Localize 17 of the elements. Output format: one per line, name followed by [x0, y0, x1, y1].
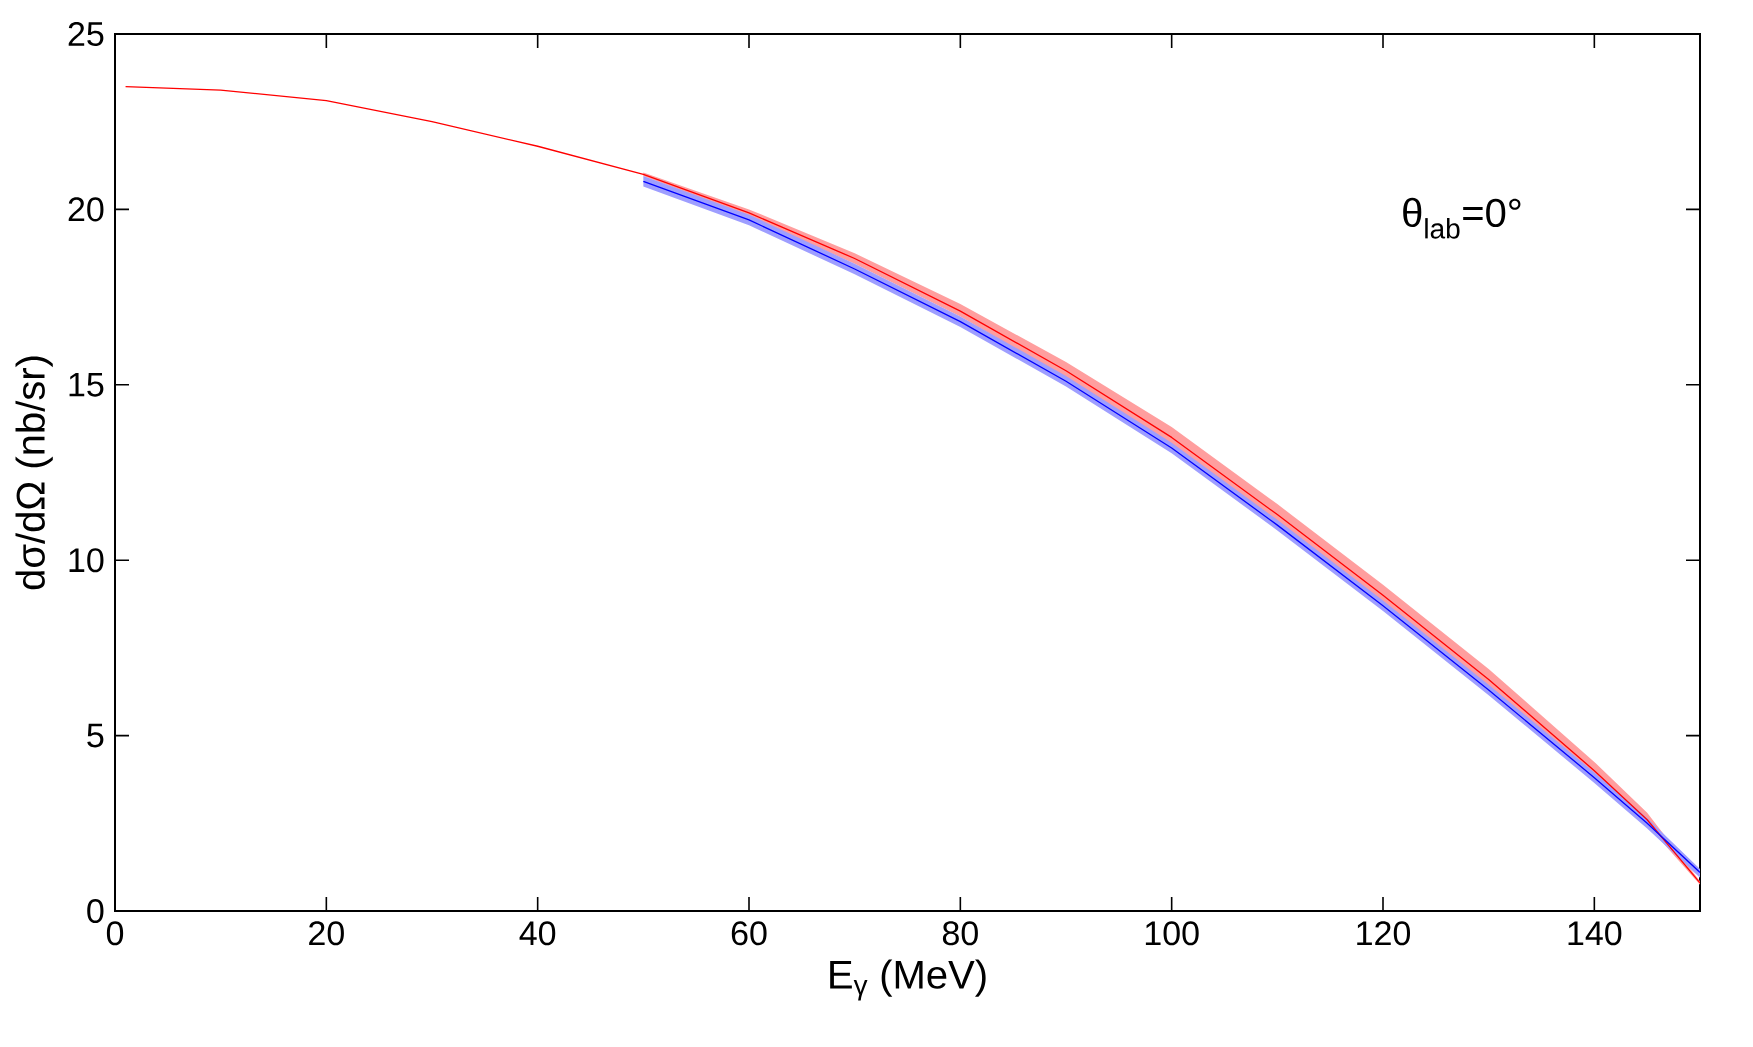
y-tick-label: 25	[68, 21, 104, 47]
annotation: θ$_{lab}$=0°	[1403, 197, 1521, 239]
y-tick-label: 20	[68, 197, 104, 222]
y-axis-title: dσ/dΩ (nb/sr)	[15, 356, 53, 590]
x-tick-label: 60	[731, 921, 767, 946]
x-tick-label: 100	[1145, 921, 1199, 946]
y-tick-label: 5	[87, 723, 104, 748]
y-tick-label: 15	[69, 372, 104, 397]
x-tick-label: 40	[519, 921, 556, 946]
x-tick-label: 0	[106, 921, 124, 946]
y-tick-label: 0	[87, 898, 104, 924]
y-tick-label: 10	[69, 548, 104, 573]
x-tick-label: 20	[309, 921, 344, 946]
x-tick-label: 80	[942, 921, 978, 946]
x-tick-label: 140	[1568, 921, 1622, 946]
x-tick-label: 120	[1357, 921, 1411, 946]
x-axis-title: E$_{γ}$ (MeV)	[830, 959, 986, 1001]
